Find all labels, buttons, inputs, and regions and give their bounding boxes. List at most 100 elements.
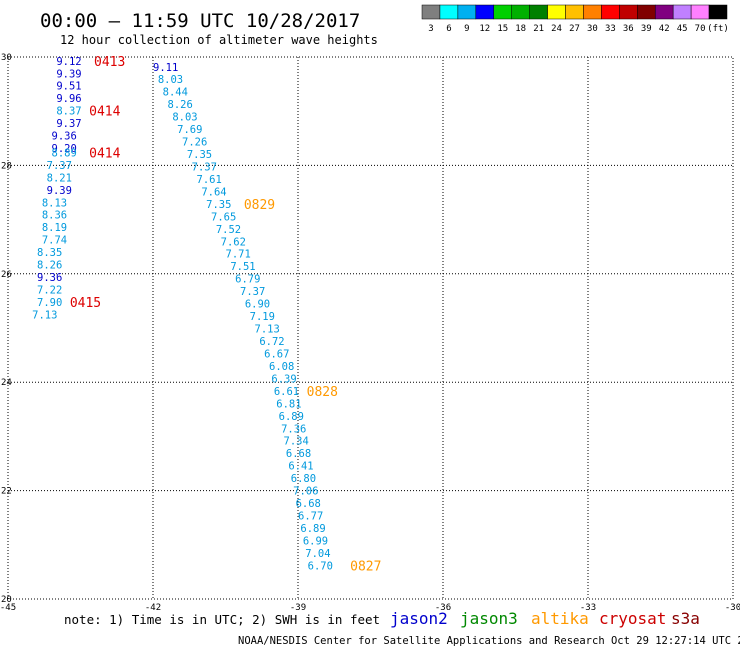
y-tick-label: 22 <box>1 487 12 497</box>
swh-value: 9.96 <box>56 93 81 105</box>
swh-value: 7.06 <box>293 486 318 498</box>
x-tick-label: -39 <box>290 603 306 613</box>
grid-lines <box>7 56 734 600</box>
swh-value: 6.41 <box>288 461 313 473</box>
legend-entry: jason3 <box>460 609 518 628</box>
swh-value: 8.03 <box>158 74 183 86</box>
legend-entry: s3a <box>671 609 700 628</box>
x-tick-label: -33 <box>580 603 596 613</box>
pass-time-label: 0414 <box>89 146 120 161</box>
swh-value: 7.64 <box>201 186 226 198</box>
scale-label: 42 <box>659 24 670 34</box>
scale-swatch <box>529 4 548 20</box>
swh-value: 6.08 <box>269 361 294 373</box>
swh-value: 9.11 <box>153 62 178 74</box>
swh-value: 7.71 <box>226 249 251 261</box>
scale-label: 36 <box>623 24 634 34</box>
pass-time-label: 0828 <box>307 385 338 400</box>
pass-time-label: 0827 <box>350 559 381 574</box>
x-tick-label: -36 <box>435 603 451 613</box>
swh-value: 7.36 <box>281 423 306 435</box>
scale-label: 18 <box>515 24 526 34</box>
scale-swatch <box>493 4 512 20</box>
swh-value: 9.12 <box>56 56 81 68</box>
swh-value: 7.26 <box>182 137 207 149</box>
swh-value: 6.81 <box>276 398 301 410</box>
axis-ticks: -45 -42 -39 -36 -33 -30 30 28 26 24 22 20 <box>0 53 740 613</box>
scale-label: 45 <box>677 24 688 34</box>
swh-value: 6.89 <box>300 523 325 535</box>
swh-value: 9.20 <box>52 143 77 155</box>
swh-value: 6.67 <box>264 348 289 360</box>
swh-value: 8.13 <box>42 197 67 209</box>
swh-value: 7.34 <box>284 436 309 448</box>
footnote: note: 1) Time is in UTC; 2) SWH is in fe… <box>64 612 380 627</box>
scale-swatch <box>619 4 638 20</box>
credit-line: NOAA/NESDIS Center for Satellite Applica… <box>238 635 740 647</box>
pass-time-label: 0415 <box>70 296 101 311</box>
swh-value: 6.61 <box>274 386 299 398</box>
legend-entry: jason2 <box>390 609 448 628</box>
swh-value: 8.26 <box>168 99 193 111</box>
swh-value: 7.69 <box>177 124 202 136</box>
x-tick-label: -30 <box>725 603 740 613</box>
swh-value: 7.37 <box>47 160 72 172</box>
swh-value: 6.39 <box>271 373 296 385</box>
x-tick-label: -42 <box>145 603 161 613</box>
swh-value: 6.90 <box>245 299 270 311</box>
scale-swatch <box>690 4 710 20</box>
pass-time-label: 0414 <box>89 105 120 120</box>
swh-value: 7.22 <box>37 285 62 297</box>
y-tick-label: 20 <box>1 595 12 605</box>
swh-value: 7.65 <box>211 211 236 223</box>
scale-swatch <box>654 4 674 20</box>
scale-label: 6 <box>446 24 451 34</box>
scale-label: 3 <box>428 24 433 34</box>
scale-swatch <box>547 4 566 20</box>
scale-swatch <box>708 4 728 20</box>
legend-entry: altika <box>531 609 589 628</box>
swh-value: 9.39 <box>56 68 81 80</box>
swh-value: 7.13 <box>32 309 57 321</box>
swh-value: 8.36 <box>42 210 67 222</box>
scale-swatch <box>421 4 441 20</box>
swh-value: 6.77 <box>298 511 323 523</box>
scale-swatch <box>439 4 459 20</box>
scale-swatch <box>672 4 692 20</box>
swh-value: 6.72 <box>259 336 284 348</box>
swh-value: 6.89 <box>279 411 304 423</box>
pass-time-label: 0413 <box>94 55 125 70</box>
swh-value: 7.90 <box>37 297 62 309</box>
swh-value: 9.39 <box>47 185 72 197</box>
swh-value: 8.89 <box>52 147 77 159</box>
y-tick-label: 24 <box>1 378 12 388</box>
swh-value: 9.36 <box>37 272 62 284</box>
swh-value: 7.35 <box>187 149 212 161</box>
swh-value: 8.26 <box>37 260 62 272</box>
scale-label: 15 <box>497 24 508 34</box>
swh-value: 6.68 <box>286 448 311 460</box>
scale-swatch <box>637 4 656 20</box>
swh-value: 8.35 <box>37 247 62 259</box>
scale-label: 33 <box>605 24 616 34</box>
swh-value: 7.13 <box>255 324 280 336</box>
scale-label: 24 <box>551 24 562 34</box>
swh-value: 7.35 <box>206 199 231 211</box>
scale-swatch <box>511 4 530 20</box>
swh-value: 7.61 <box>197 174 222 186</box>
pass-labels: 0413 0414 0414 0415 0829 0828 0827 <box>70 55 382 575</box>
chart-title: 00:00 – 11:59 UTC 10/28/2017 <box>40 10 360 32</box>
scale-label: 70 <box>695 24 706 34</box>
swh-value: 6.99 <box>303 535 328 547</box>
scale-label: 9 <box>464 24 469 34</box>
x-tick-label: -45 <box>0 603 16 613</box>
swh-value: 6.79 <box>235 274 260 286</box>
satellite-legend: jason2 jason3 altika cryosat s3a <box>390 609 700 628</box>
swh-value: 9.36 <box>52 131 77 143</box>
data-points: 9.129.399.519.968.379.379.369.208.897.37… <box>32 56 333 573</box>
scale-label: (ft) <box>707 24 729 34</box>
swh-value: 8.21 <box>47 172 72 184</box>
scale-swatch <box>601 4 620 20</box>
pass-time-label: 0829 <box>244 198 275 213</box>
